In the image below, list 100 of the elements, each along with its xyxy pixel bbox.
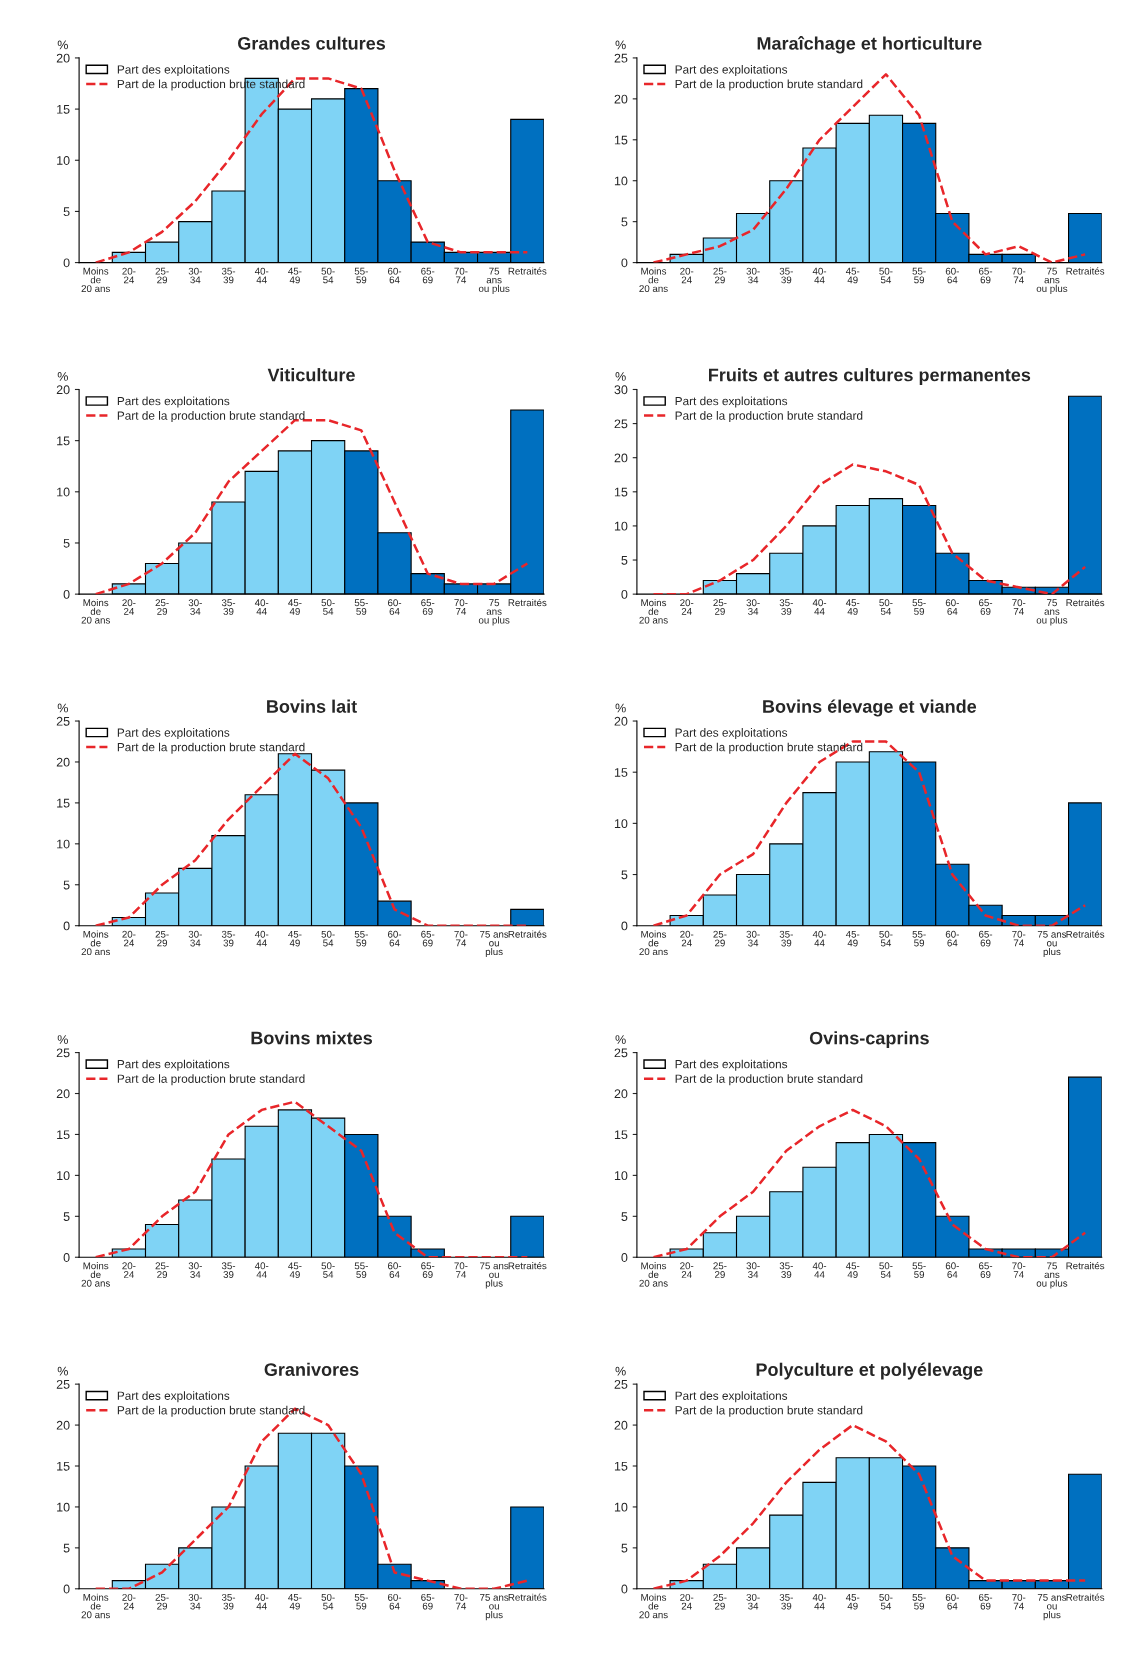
- x-tick-label: Moins de 20 ans: [81, 599, 110, 624]
- x-tick-label: 55- 59: [354, 1262, 368, 1278]
- y-tick-label: 15: [614, 768, 628, 777]
- x-tick-label: 25- 29: [155, 599, 169, 615]
- x-tick-label: 30- 34: [746, 1262, 760, 1278]
- x-tick-label: 30- 34: [188, 930, 202, 947]
- y-axis-title: %: [57, 1366, 68, 1376]
- x-tick-label: 70- 74: [454, 1593, 468, 1610]
- x-tick-label: 55- 59: [912, 1594, 926, 1610]
- y-tick-label: 15: [57, 1130, 70, 1140]
- x-tick-label: Moins de 20 ans: [639, 1262, 668, 1287]
- x-tick-label: 30- 34: [188, 267, 202, 284]
- x-tick-label: 65- 69: [979, 1593, 993, 1610]
- x-tick-label: Retraités: [1066, 267, 1105, 275]
- y-tick-label: 20: [56, 1089, 70, 1099]
- x-tick-label: 55- 59: [354, 930, 368, 947]
- x-tick-label: 30- 34: [746, 1593, 760, 1610]
- x-tick-label: 50- 54: [879, 1593, 893, 1610]
- legend-label: Part des exploitations: [117, 1059, 230, 1071]
- x-tick-label: 40- 44: [812, 1593, 827, 1610]
- y-axis-title: %: [615, 372, 626, 381]
- x-tick-label: 30- 34: [746, 599, 760, 615]
- x-tick-label: 40- 44: [812, 267, 827, 284]
- x-tick-label: 50- 54: [321, 930, 335, 947]
- y-axis-title: %: [57, 703, 68, 713]
- x-tick-label: 40- 44: [812, 599, 827, 615]
- x-tick-label: 20- 24: [680, 267, 694, 284]
- x-tick-label: 65- 69: [979, 930, 993, 947]
- x-tick-label: 35- 39: [221, 267, 236, 284]
- x-tick-label: 25- 29: [713, 599, 727, 615]
- y-tick-label: 0: [621, 1584, 628, 1594]
- x-tick-label: 30- 34: [188, 599, 202, 615]
- x-tick-label: 50- 54: [321, 1593, 335, 1610]
- x-tick-label: 60- 64: [945, 1262, 959, 1278]
- legend-label: Part des exploitations: [117, 65, 230, 77]
- y-tick-label: 25: [614, 1379, 628, 1389]
- x-tick-label: 35- 39: [221, 1262, 236, 1278]
- x-tick-label: 65- 69: [421, 599, 435, 615]
- x-tick-label: 45- 49: [845, 599, 860, 615]
- x-tick-label: 75 ans ou plus: [1037, 930, 1067, 958]
- x-tick-label: 70- 74: [454, 599, 468, 615]
- line-series: [652, 1108, 1087, 1258]
- chart-title: Grandes cultures: [238, 36, 386, 50]
- x-tick-label: 45- 49: [288, 1262, 302, 1278]
- x-tick-label: 25- 29: [713, 930, 727, 947]
- x-tick-label: 25- 29: [155, 267, 169, 284]
- x-tick-label: 40- 44: [812, 1262, 827, 1278]
- y-tick-label: 5: [63, 207, 70, 217]
- x-tick-label: 35- 39: [779, 267, 793, 284]
- y-tick-label: 25: [56, 1379, 70, 1389]
- x-tick-label: 30- 34: [746, 267, 760, 284]
- chart-title: Viticulture: [267, 368, 355, 382]
- y-tick-label: 25: [614, 1048, 628, 1058]
- x-tick-label: 25- 29: [155, 1262, 169, 1278]
- x-tick-label: 50- 54: [321, 1262, 335, 1278]
- y-tick-label: 5: [63, 538, 70, 548]
- x-tick-label: Moins de 20 ans: [639, 267, 668, 293]
- x-tick-label: 40- 44: [254, 1262, 269, 1278]
- x-tick-label: 45- 49: [845, 267, 860, 284]
- legend-label: Part des exploitations: [675, 728, 788, 740]
- legend-label: Part des exploitations: [675, 1059, 788, 1071]
- x-tick-label: Moins de 20 ans: [81, 1593, 110, 1619]
- x-tick-label: 45- 49: [288, 1594, 302, 1610]
- x-tick-label: 55- 59: [912, 1262, 926, 1278]
- legend-label: Part des exploitations: [117, 396, 230, 408]
- x-tick-label: 20- 24: [122, 267, 136, 284]
- x-tick-label: Retraités: [508, 267, 547, 275]
- x-tick-label: 75 ans ou plus: [480, 1262, 509, 1289]
- x-tick-label: 75 ans ou plus: [1037, 1594, 1067, 1621]
- x-tick-label: 60- 64: [945, 267, 959, 284]
- x-tick-label: Retraités: [508, 1261, 547, 1270]
- x-tick-label: 55- 59: [354, 599, 368, 615]
- x-tick-label: 20- 24: [122, 599, 136, 615]
- x-tick-label: 65- 69: [421, 267, 435, 284]
- x-tick-label: 35- 39: [779, 1593, 793, 1610]
- x-tick-label: 65- 69: [979, 599, 993, 615]
- x-tick-label: 60- 64: [388, 1262, 402, 1278]
- line-series: [94, 1100, 529, 1258]
- x-tick-label: Retraités: [1066, 598, 1105, 607]
- y-tick-label: 20: [614, 453, 628, 463]
- legend-label: Part de la production brute standard: [117, 411, 305, 423]
- y-tick-label: 20: [56, 757, 70, 767]
- x-tick-label: 65- 69: [421, 1593, 435, 1610]
- legend-label: Part des exploitations: [675, 65, 788, 77]
- y-tick-label: 15: [57, 1461, 70, 1471]
- x-tick-label: 50- 54: [879, 1262, 893, 1278]
- x-tick-label: 60- 64: [945, 930, 959, 947]
- x-tick-label: 75 ans ou plus: [480, 930, 509, 958]
- x-tick-label: 20- 24: [680, 1262, 694, 1278]
- y-tick-label: 5: [621, 217, 628, 227]
- line-series: [652, 1423, 1087, 1589]
- y-tick-label: 15: [57, 798, 70, 808]
- x-tick-label: 20- 24: [680, 599, 694, 615]
- y-tick-label: 25: [56, 1048, 70, 1058]
- y-tick-label: 0: [63, 258, 70, 268]
- x-tick-label: 45- 49: [288, 599, 302, 615]
- x-tick-label: 70- 74: [454, 267, 468, 284]
- x-tick-label: 50- 54: [321, 599, 335, 615]
- x-tick-label: 25- 29: [155, 930, 169, 947]
- y-tick-label: 0: [63, 1253, 70, 1262]
